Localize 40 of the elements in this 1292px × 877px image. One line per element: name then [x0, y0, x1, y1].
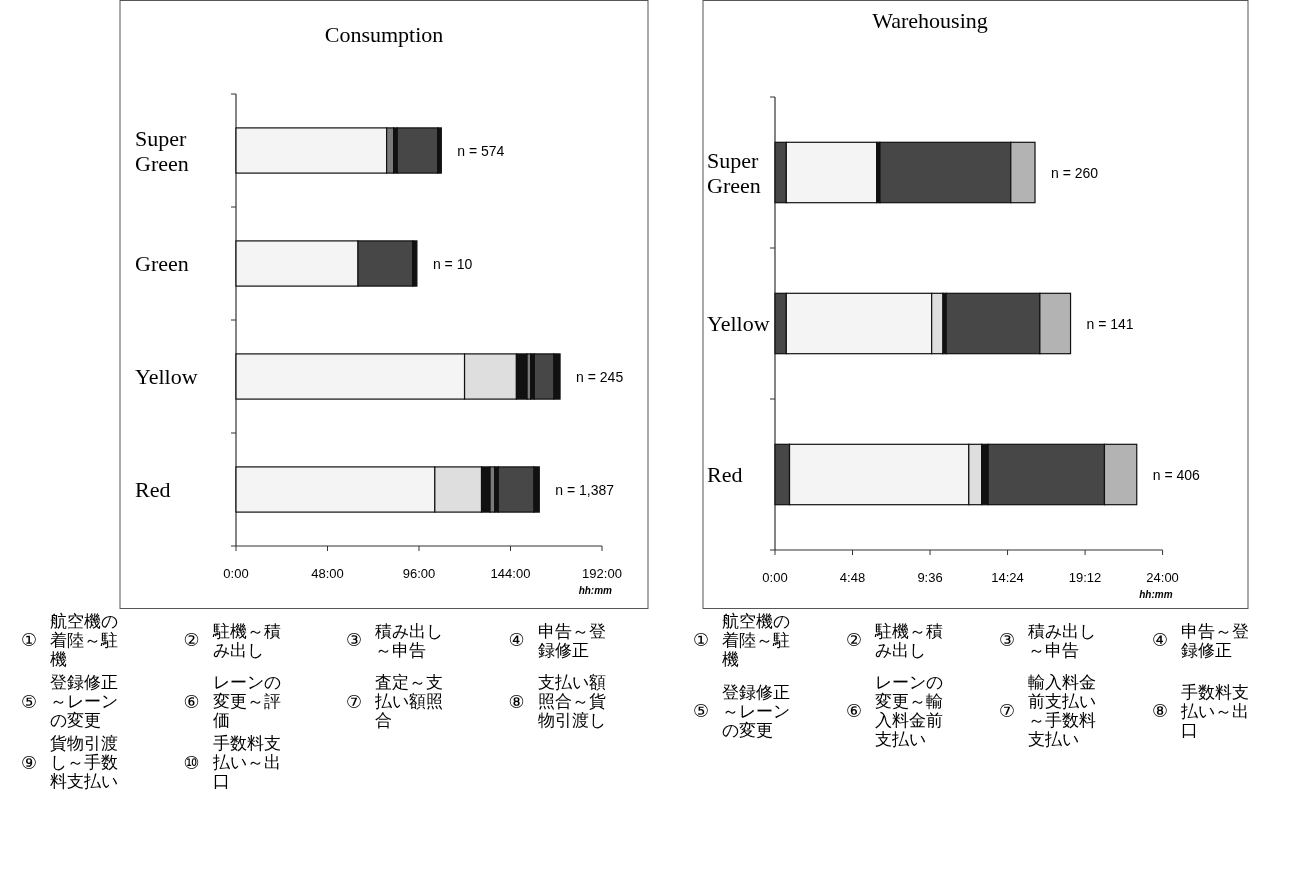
- text: ⑧ 手数料支払い～出口: [1150, 682, 1250, 740]
- x-tick-label: 0:00: [762, 570, 788, 585]
- x-axis-title: hh:mm: [1139, 589, 1173, 600]
- x-tick-label: 0:00: [223, 566, 249, 581]
- annotation: n = 245: [576, 368, 624, 385]
- y-tick-label: Yellow: [707, 310, 770, 336]
- text: ⑦ 査定～支払い額照合: [344, 673, 444, 731]
- x-tick-label: 19:12: [1068, 570, 1102, 585]
- x-tick-label: 48:00: [311, 566, 344, 581]
- x-tick-label: 144:00: [490, 566, 531, 581]
- chart-title: Warehousing: [872, 8, 988, 33]
- annotation: n = 260: [1051, 164, 1099, 181]
- text: ⑥ レーンの変更～評価: [182, 673, 282, 731]
- chart-title: Consumption: [324, 22, 444, 47]
- text: ① 航空機の着陸～駐機: [19, 612, 119, 670]
- x-tick-label: 24:00: [1146, 570, 1179, 585]
- x-tick-label: 14:24: [991, 570, 1024, 585]
- y-tick-label: Red: [707, 461, 743, 487]
- y-tick-label: Green: [135, 250, 189, 276]
- annotation: n = 406: [1152, 466, 1201, 483]
- x-tick-label: 96:00: [402, 566, 436, 581]
- x-tick-label: 4:48: [839, 570, 866, 585]
- x-axis-title: hh:mm: [578, 585, 613, 596]
- x-tick-label: 192:00: [582, 566, 622, 581]
- text: ⑩ 手数料支払い～出口: [182, 734, 282, 792]
- text: ⑧ 支払い額照合～貨物引渡し: [507, 673, 607, 731]
- text: ⑤ 登録修正～レーンの変更: [19, 673, 119, 731]
- y-tick-label: Super Green: [135, 125, 189, 176]
- x-tick-label: 9:36: [917, 570, 943, 585]
- annotation: n = 10: [432, 255, 473, 272]
- annotation: n = 574: [457, 142, 505, 159]
- annotation: n = 1,387: [555, 481, 615, 498]
- y-tick-label: Red: [135, 476, 171, 502]
- bar: [396, 127, 439, 174]
- text: ⑨ 貨物引渡し～手数料支払い: [19, 734, 119, 792]
- y-tick-label: Yellow: [135, 363, 198, 389]
- text: ① 航空機の着陸～駐機: [691, 612, 791, 670]
- text: ⑤ 登録修正～レーンの変更: [691, 682, 791, 740]
- annotation: n = 141: [1086, 315, 1134, 332]
- y-tick-label: Super Green: [707, 147, 761, 198]
